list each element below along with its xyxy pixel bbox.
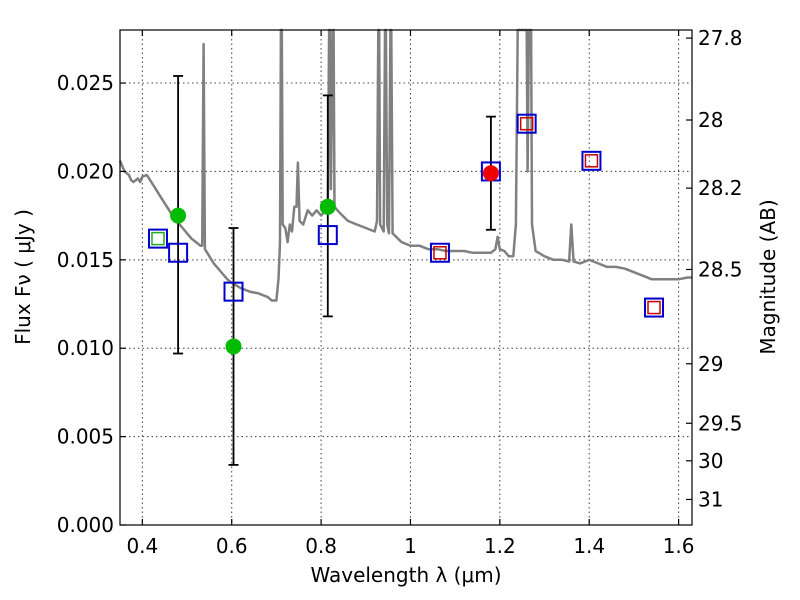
plot-frame — [119, 29, 693, 526]
y-tick-label: 0.015 — [57, 248, 114, 272]
y2-tick-label: 28 — [698, 108, 723, 132]
y2-axis-label: Magnitude (AB) — [756, 199, 780, 354]
square-marker — [581, 150, 602, 171]
circle-marker — [225, 338, 242, 355]
square-marker — [644, 297, 665, 318]
markers — [147, 113, 665, 355]
y-tick-label: 0.020 — [57, 159, 114, 183]
square-marker — [516, 113, 537, 134]
y2-axis: 27.8 28 28.2 28.5 29 29.5 30 31 — [686, 26, 743, 511]
square-marker-inner — [433, 246, 447, 260]
y2-tick-label: 28.2 — [698, 176, 743, 200]
circle-marker — [319, 198, 336, 215]
x-tick-label: 0.8 — [305, 534, 337, 558]
x-axis-label: Wavelength λ (μm) — [310, 563, 501, 587]
square-marker — [147, 228, 168, 249]
circle-marker — [482, 165, 499, 182]
y-tick-label: 0.010 — [57, 336, 114, 360]
square-marker — [223, 281, 244, 302]
y2-tick-label: 30 — [698, 449, 723, 473]
square-marker — [168, 242, 189, 263]
y-axis: 0.000 0.005 0.010 0.015 0.020 0.025 — [57, 71, 126, 537]
square-marker — [317, 225, 338, 246]
circle-marker — [170, 207, 187, 224]
grid — [120, 30, 692, 525]
y2-tick-label: 29 — [698, 352, 723, 376]
template-spectrum — [118, 28, 692, 302]
x-tick-label: 1 — [404, 534, 417, 558]
y2-tick-label: 31 — [698, 487, 723, 511]
x-tick-label: 0.4 — [126, 534, 158, 558]
spectrum-line — [118, 28, 692, 302]
y2-tick-label: 27.8 — [698, 26, 743, 50]
y-tick-label: 0.005 — [57, 425, 114, 449]
square-marker — [429, 242, 450, 263]
x-tick-label: 0.6 — [216, 534, 248, 558]
y-tick-label: 0.000 — [57, 513, 114, 537]
square-marker-inner — [519, 116, 534, 131]
x-axis: 0.4 0.6 0.8 1 1.2 1.4 1.6 — [126, 30, 695, 558]
y2-tick-label: 28.5 — [698, 257, 743, 281]
square-marker-inner — [151, 231, 165, 246]
x-tick-label: 1.2 — [484, 534, 516, 558]
y2-tick-label: 29.5 — [698, 411, 743, 435]
square-marker-inner — [584, 154, 599, 168]
square-marker-inner — [647, 300, 661, 315]
x-tick-label: 1.4 — [573, 534, 605, 558]
x-tick-label: 1.6 — [663, 534, 695, 558]
y-tick-label: 0.025 — [57, 71, 114, 95]
y-axis-label: Flux Fν ( μJy ) — [11, 209, 35, 345]
